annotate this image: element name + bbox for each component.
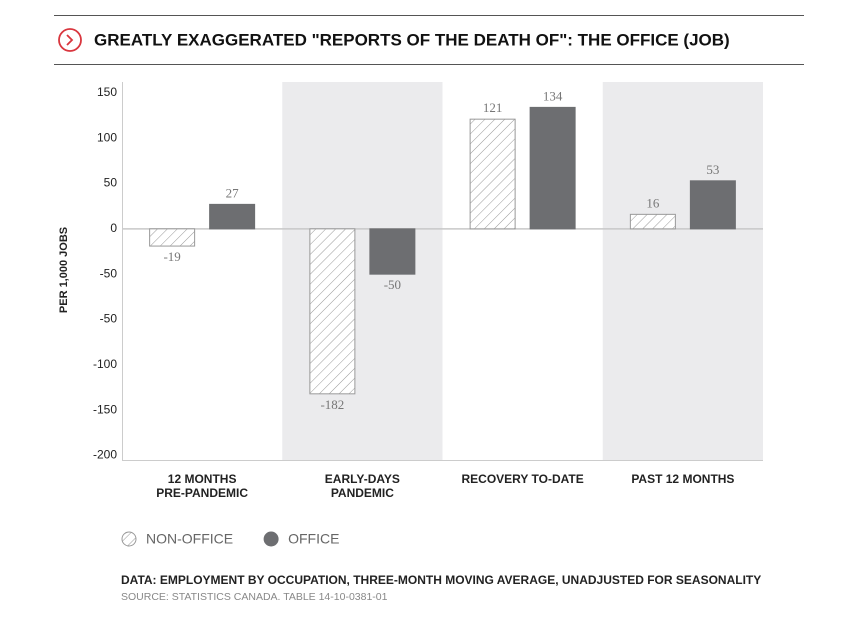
bar <box>469 118 516 230</box>
y-axis-label: PER 1,000 JOBS <box>58 227 70 313</box>
y-tick-label: -200 <box>93 448 117 462</box>
value-label: 16 <box>646 195 660 210</box>
band-shade <box>282 82 443 460</box>
bar <box>689 180 736 230</box>
x-tick-label: RECOVERY TO-DATE <box>461 472 584 486</box>
value-label: 27 <box>226 185 240 200</box>
bar <box>149 228 196 247</box>
bar <box>369 228 416 275</box>
x-tick-label: EARLY-DAYS PANDEMIC <box>324 472 400 500</box>
x-tick-label: 12 MONTHS PRE-PANDEMIC <box>156 472 249 500</box>
y-tick-label: -100 <box>93 357 117 371</box>
y-tick-label: -50 <box>100 266 118 280</box>
y-tick-label: 0 <box>110 221 117 235</box>
value-label: 121 <box>483 100 503 115</box>
value-label: 134 <box>543 88 563 103</box>
note: DATA: EMPLOYMENT BY OCCUPATION, THREE-MO… <box>121 573 761 587</box>
y-tick-label: -150 <box>93 402 117 416</box>
value-label: -19 <box>163 249 180 264</box>
y-tick-label: 100 <box>97 130 117 144</box>
legend-swatch <box>121 531 137 547</box>
legend-label: OFFICE <box>288 531 339 547</box>
source: SOURCE: STATISTICS CANADA. TABLE 14-10-0… <box>121 591 388 603</box>
band-shade <box>602 82 763 460</box>
legend-label: NON-OFFICE <box>146 531 233 547</box>
title-icon-arrow <box>66 34 74 46</box>
value-label: -182 <box>320 397 344 412</box>
title-icon <box>58 28 82 52</box>
bar <box>309 228 356 395</box>
y-tick-label: 150 <box>97 85 117 99</box>
y-tick-label: 50 <box>104 176 118 190</box>
legend-swatch <box>263 531 279 547</box>
chart-title: GREATLY EXAGGERATED "REPORTS OF THE DEAT… <box>94 30 730 49</box>
y-tick-label: -50 <box>100 312 118 326</box>
x-tick-label: PAST 12 MONTHS <box>631 472 735 486</box>
bar <box>209 203 256 230</box>
value-label: -50 <box>384 277 401 292</box>
bar <box>529 106 576 230</box>
bar <box>629 213 676 230</box>
value-label: 53 <box>706 162 719 177</box>
